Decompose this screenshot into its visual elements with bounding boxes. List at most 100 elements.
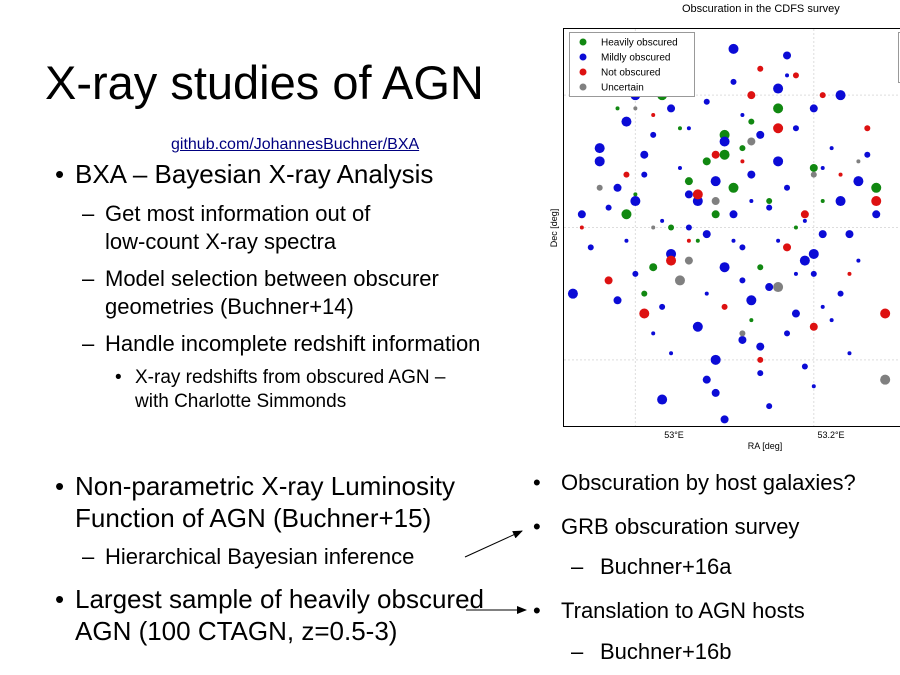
data-point (792, 125, 799, 132)
dash-marker: – (82, 544, 95, 569)
data-point (739, 244, 746, 251)
data-point (835, 90, 846, 101)
data-point (773, 156, 784, 167)
data-point (651, 225, 656, 230)
slide-title: X-ray studies of AGN (45, 56, 484, 109)
data-point (668, 224, 675, 231)
data-point (739, 330, 746, 337)
data-point (871, 182, 882, 193)
data-point (880, 308, 891, 319)
bullet-marker: • (115, 367, 122, 388)
data-point (765, 283, 774, 292)
data-point (641, 290, 648, 297)
data-point (757, 370, 764, 377)
data-point (766, 198, 773, 205)
x-tick-label: 53°E (664, 430, 684, 440)
data-point (711, 388, 720, 397)
legend-label: Heavily obscured (601, 38, 678, 49)
data-point (773, 83, 784, 94)
dash-marker: – (571, 554, 584, 579)
bullet-marker: • (533, 470, 541, 495)
data-point (819, 92, 826, 99)
data-point (686, 126, 691, 131)
data-point (632, 270, 639, 277)
data-point (728, 182, 739, 193)
data-point (810, 270, 817, 277)
data-point (613, 296, 622, 305)
bullet-marker: • (55, 584, 65, 614)
data-point (853, 176, 864, 187)
sub-bullet-text: Hierarchical Bayesian inference (105, 544, 415, 569)
data-point (845, 230, 854, 239)
data-point (747, 170, 756, 179)
bxa-github-link[interactable]: github.com/JohannesBuchner/BXA (171, 136, 420, 153)
data-point (748, 118, 755, 125)
data-point (871, 196, 882, 207)
dash-marker: – (571, 639, 584, 664)
data-point (710, 354, 721, 365)
data-point (577, 210, 586, 219)
data-point (738, 335, 747, 344)
y-axis-label: Dec [deg] (549, 209, 559, 248)
bullet-marker: • (533, 514, 541, 539)
data-point (776, 238, 781, 243)
bullet-marker: • (55, 159, 65, 189)
data-point (621, 209, 632, 220)
data-point (864, 125, 871, 132)
data-point (667, 104, 676, 113)
data-point (720, 415, 729, 424)
data-point (623, 171, 630, 178)
legend-box-2 (898, 32, 900, 83)
data-point (659, 303, 666, 310)
data-point (703, 98, 710, 105)
data-point (666, 255, 677, 266)
sub-bullet-text: low-count X-ray spectra (105, 229, 337, 254)
data-point (809, 163, 818, 172)
data-point (740, 113, 745, 118)
data-point (596, 184, 603, 191)
bullet-ctagn: AGN (100 CTAGN, z=0.5-3) (75, 616, 398, 646)
data-point (740, 159, 745, 164)
arrow-to-grb (464, 530, 523, 558)
data-point (613, 183, 622, 192)
bullet-marker: • (55, 471, 65, 501)
data-point (685, 224, 692, 231)
dash-marker: – (82, 201, 95, 226)
data-point (747, 91, 756, 100)
data-point (615, 106, 620, 111)
data-point (621, 116, 632, 127)
data-point (579, 225, 584, 230)
data-point (766, 403, 773, 410)
sub-bullet-text: Buchner+16a (600, 554, 732, 579)
data-point (847, 351, 852, 356)
data-point (651, 113, 656, 118)
data-point (594, 143, 605, 154)
data-point (728, 43, 739, 54)
data-point (640, 150, 649, 159)
data-point (837, 290, 844, 297)
bullet-agn-hosts: Translation to AGN hosts (561, 598, 805, 623)
dash-marker: – (82, 331, 95, 356)
legend-marker (579, 68, 587, 76)
data-point (719, 149, 730, 160)
data-point (660, 218, 665, 223)
legend-box (569, 32, 695, 97)
data-point (669, 351, 674, 356)
data-point (650, 131, 657, 138)
data-point (651, 331, 656, 336)
data-point (731, 238, 736, 243)
data-point (633, 192, 638, 197)
data-point (702, 230, 711, 239)
data-point (880, 374, 891, 385)
data-point (809, 322, 818, 331)
data-point (711, 210, 720, 219)
data-point (856, 159, 861, 164)
data-point (872, 210, 881, 219)
data-point (711, 150, 720, 159)
data-point (702, 375, 711, 384)
data-point (856, 258, 861, 263)
legend-marker (579, 83, 587, 91)
data-point (757, 356, 764, 363)
legend-marker (579, 53, 587, 61)
data-point (756, 130, 765, 139)
